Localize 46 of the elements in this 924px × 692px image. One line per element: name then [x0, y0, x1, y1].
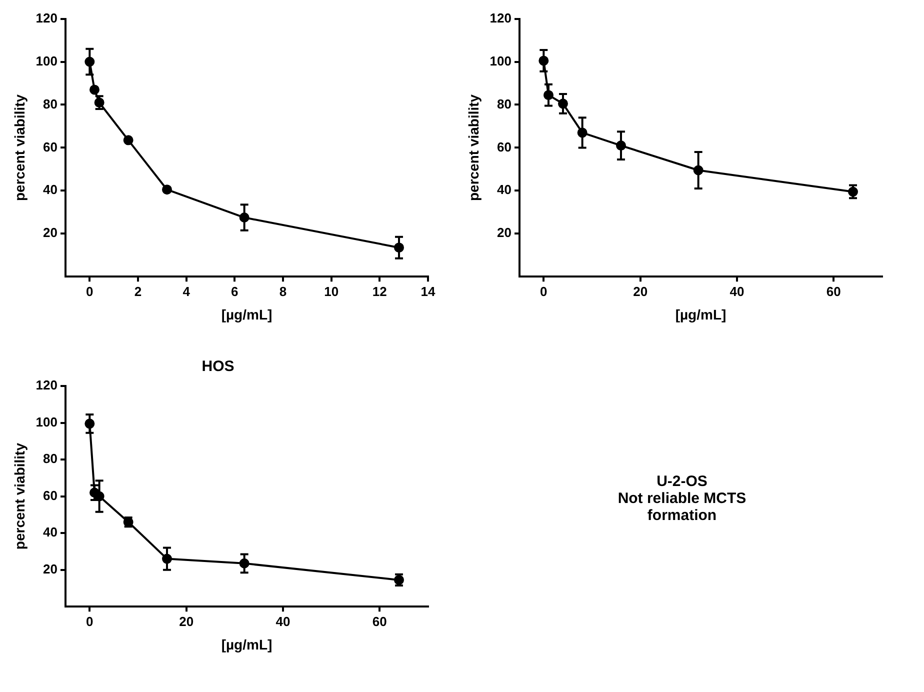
y-axis-title: percent viability — [465, 94, 482, 201]
y-tick-label: 120 — [490, 10, 512, 26]
y-tick-label: 120 — [36, 10, 58, 26]
y-tick-label: 80 — [497, 96, 512, 112]
y-tick-label: 40 — [43, 182, 58, 198]
text: Not reliable MCTS formation — [616, 490, 748, 524]
x-tick-label: 4 — [182, 284, 191, 299]
y-tick-label: 60 — [43, 488, 58, 503]
x-tick-label: 6 — [231, 284, 238, 299]
text: U-2-OS — [656, 472, 708, 490]
point — [162, 184, 172, 195]
y-tick-label: 20 — [43, 225, 58, 240]
x-axis-title: [µg/mL] — [221, 306, 272, 322]
x-axis-title: [µg/mL] — [675, 306, 726, 322]
x-tick-label: 0 — [86, 284, 94, 299]
point — [89, 84, 100, 95]
y-tick-label: 100 — [36, 414, 58, 430]
x-tick-label: 8 — [279, 284, 287, 299]
y-tick-label: 20 — [497, 225, 512, 240]
x-tick-label: 12 — [372, 284, 387, 299]
y-tick-label: 120 — [36, 378, 58, 393]
y-tick-label: 100 — [36, 53, 58, 68]
x-tick-label: 0 — [540, 284, 548, 299]
x-tick-label: 14 — [420, 284, 436, 299]
y-tick-label: 40 — [43, 524, 58, 540]
x-tick-label: 40 — [276, 614, 290, 629]
y-tick-label: 40 — [497, 182, 512, 198]
x-tick-label: 10 — [324, 284, 339, 299]
x-tick-label: 0 — [86, 614, 94, 629]
chart-title: HOS — [202, 358, 234, 376]
y-axis-title: percent viability — [11, 442, 28, 550]
y-tick-label: 20 — [43, 561, 58, 576]
x-tick-label: 20 — [179, 614, 194, 629]
x-tick-label: 2 — [134, 284, 142, 299]
x-tick-label: 40 — [730, 284, 744, 299]
y-tick-label: 100 — [490, 53, 512, 68]
x-tick-label: 60 — [372, 614, 387, 629]
x-axis-title: [µg/mL] — [221, 636, 272, 652]
x-tick-label: 20 — [633, 284, 648, 299]
y-tick-label: 60 — [497, 139, 512, 154]
point — [123, 135, 134, 146]
y-tick-label: 80 — [43, 96, 58, 112]
y-tick-label: 80 — [43, 451, 58, 466]
y-tick-label: 60 — [43, 139, 58, 154]
y-axis-title: percent viability — [11, 94, 28, 201]
x-tick-label: 60 — [826, 284, 841, 299]
